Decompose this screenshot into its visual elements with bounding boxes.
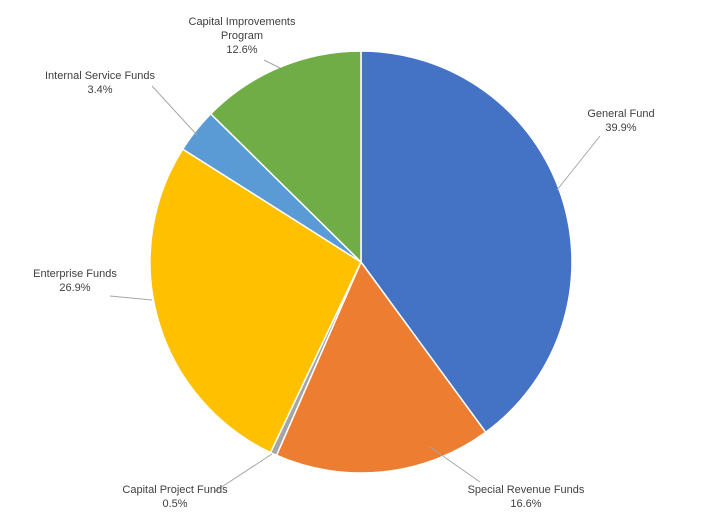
pie-slice-enterprise-funds — [149, 148, 362, 454]
pie-slices — [149, 50, 573, 474]
slice-label: Internal Service Funds 3.4% — [45, 70, 156, 96]
slice-percent: 0.5% — [162, 498, 187, 510]
leader-line — [151, 85, 198, 136]
slice-name: Program — [221, 30, 263, 42]
slice-label: Capital Project Funds 0.5% — [122, 484, 228, 510]
slice-name: Enterprise Funds — [33, 268, 117, 280]
slice-label: Special Revenue Funds 16.6% — [468, 484, 585, 510]
pie-slice-general-fund — [360, 50, 573, 434]
leader-line — [109, 295, 153, 301]
slice-percent: 26.9% — [59, 282, 90, 294]
leader-line — [213, 453, 273, 493]
slice-label: Enterprise Funds 26.9% — [33, 268, 117, 294]
slice-label: General Fund 39.9% — [587, 108, 654, 134]
leader-lines — [109, 59, 601, 493]
slice-labels: General Fund 39.9% Special Revenue Funds 16… — [33, 16, 655, 510]
pie-slice-special-revenue-funds — [275, 260, 487, 474]
slice-name: Capital Project Funds — [122, 484, 228, 496]
slice-name: General Fund — [587, 108, 654, 120]
slice-label: Capital Improvements Program 12.6% — [189, 16, 296, 56]
slice-name: Capital Improvements — [189, 16, 296, 28]
leader-line — [556, 135, 601, 191]
slice-percent: 3.4% — [87, 84, 112, 96]
slice-percent: 39.9% — [605, 122, 636, 134]
slice-percent: 16.6% — [510, 498, 541, 510]
slice-name: Special Revenue Funds — [468, 484, 585, 496]
slice-name: Internal Service Funds — [45, 70, 156, 82]
slice-percent: 12.6% — [226, 44, 257, 56]
leader-line — [429, 446, 481, 483]
leader-line — [263, 59, 281, 69]
